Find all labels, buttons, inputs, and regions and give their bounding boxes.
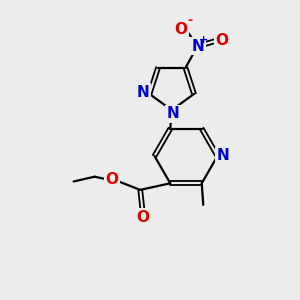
Text: O: O bbox=[174, 22, 187, 37]
Text: N: N bbox=[191, 39, 204, 54]
Text: N: N bbox=[136, 85, 149, 100]
Text: +: + bbox=[199, 35, 208, 45]
Text: O: O bbox=[136, 210, 149, 225]
Text: N: N bbox=[167, 106, 180, 121]
Text: O: O bbox=[216, 33, 229, 48]
Text: O: O bbox=[106, 172, 118, 187]
Text: -: - bbox=[187, 14, 192, 27]
Text: N: N bbox=[217, 148, 229, 164]
